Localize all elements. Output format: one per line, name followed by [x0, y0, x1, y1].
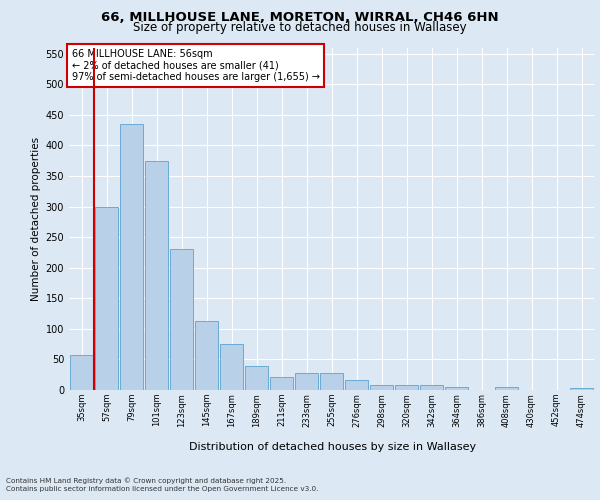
Bar: [345, 380, 368, 390]
Text: 66 MILLHOUSE LANE: 56sqm
← 2% of detached houses are smaller (41)
97% of semi-de: 66 MILLHOUSE LANE: 56sqm ← 2% of detache…: [71, 49, 320, 82]
Bar: [445, 387, 468, 390]
Text: Size of property relative to detached houses in Wallasey: Size of property relative to detached ho…: [133, 21, 467, 34]
Text: 66, MILLHOUSE LANE, MORETON, WIRRAL, CH46 6HN: 66, MILLHOUSE LANE, MORETON, WIRRAL, CH4…: [101, 11, 499, 24]
Bar: [420, 385, 443, 390]
Bar: [570, 388, 593, 390]
Bar: [145, 160, 168, 390]
Bar: [70, 355, 93, 390]
Bar: [170, 250, 193, 390]
Bar: [295, 374, 318, 390]
Bar: [270, 377, 293, 390]
Bar: [245, 366, 268, 390]
Bar: [95, 206, 118, 390]
Y-axis label: Number of detached properties: Number of detached properties: [31, 136, 41, 301]
Text: Contains HM Land Registry data © Crown copyright and database right 2025.: Contains HM Land Registry data © Crown c…: [6, 477, 286, 484]
Bar: [395, 385, 418, 390]
Text: Distribution of detached houses by size in Wallasey: Distribution of detached houses by size …: [190, 442, 476, 452]
Bar: [195, 321, 218, 390]
Text: Contains public sector information licensed under the Open Government Licence v3: Contains public sector information licen…: [6, 486, 319, 492]
Bar: [495, 387, 518, 390]
Bar: [220, 344, 243, 390]
Bar: [370, 385, 393, 390]
Bar: [120, 124, 143, 390]
Bar: [320, 374, 343, 390]
